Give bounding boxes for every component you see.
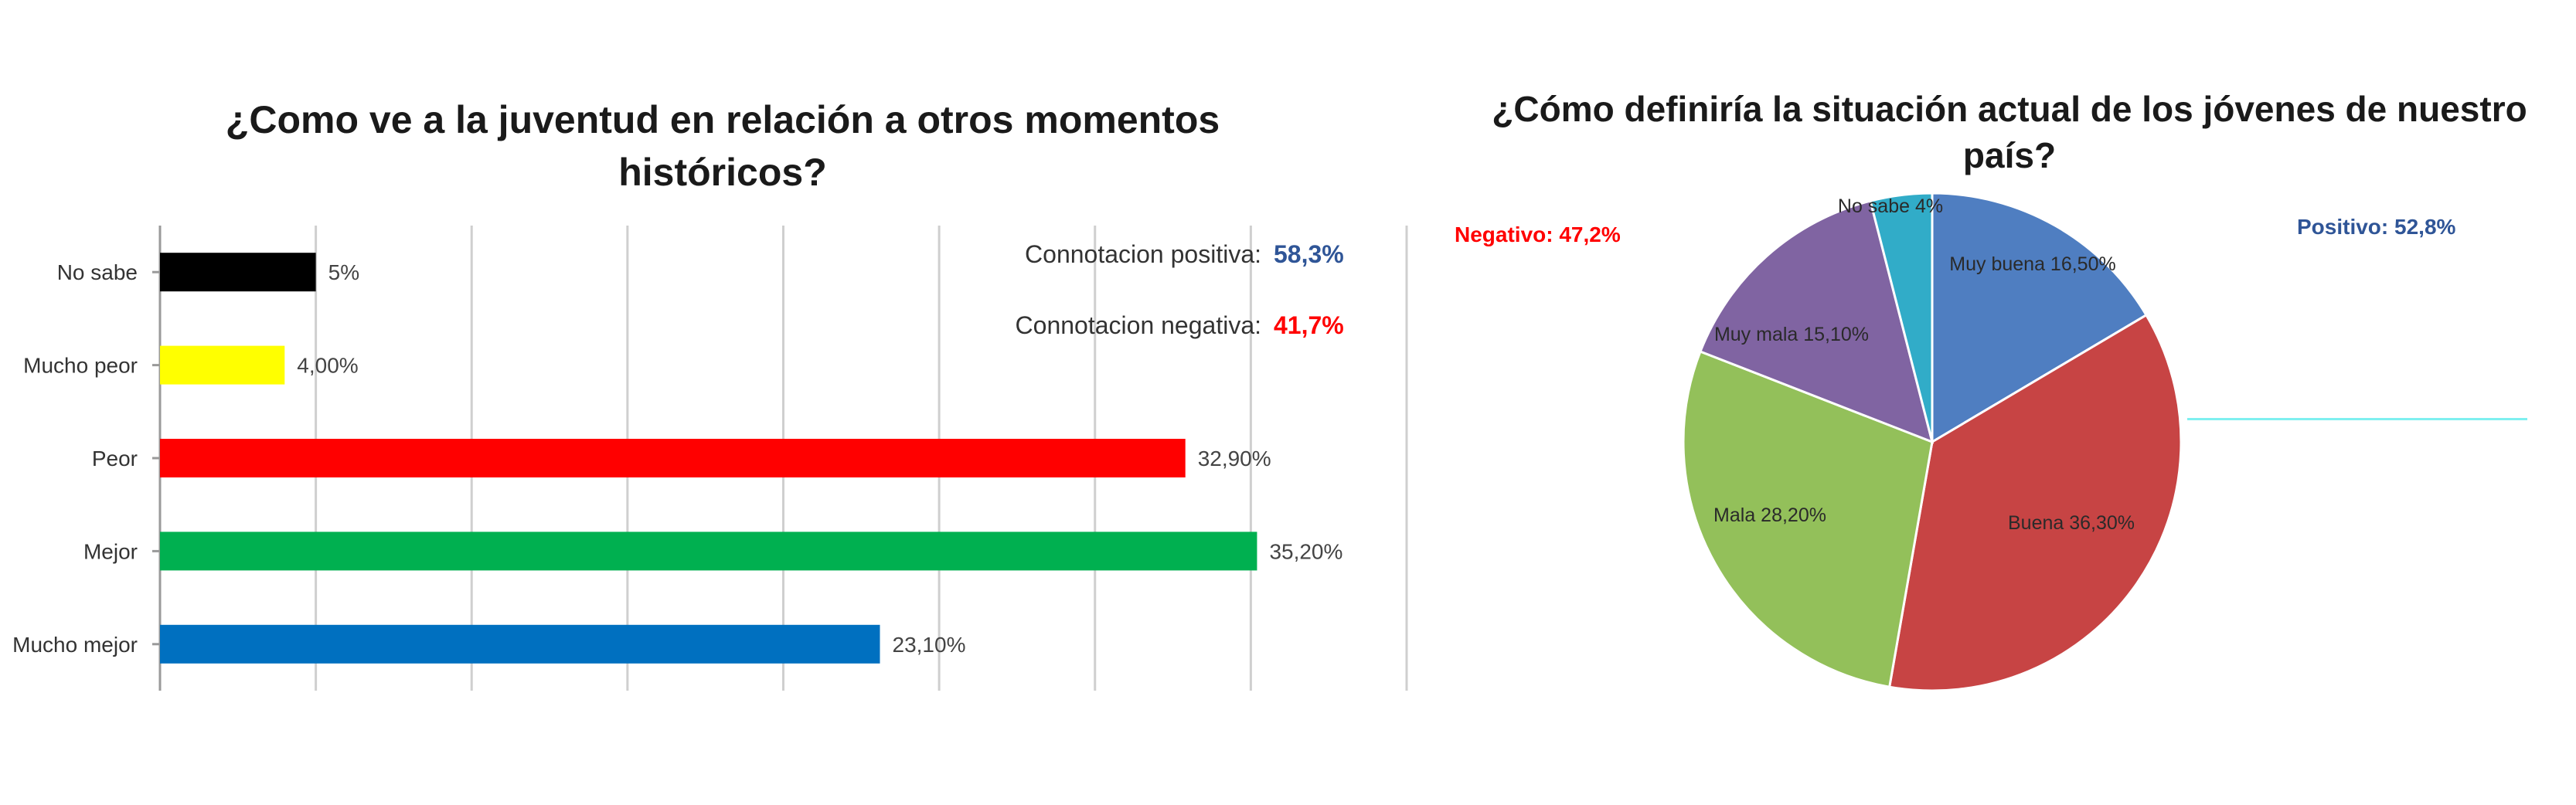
bar <box>160 439 1186 477</box>
annotation-label: Connotacion negativa: <box>1016 311 1261 339</box>
pie-slice-label: No sabe 4% <box>1838 195 1943 217</box>
pie-slice <box>1887 313 2183 692</box>
bar-chart-panel <box>0 73 1438 722</box>
bar <box>160 624 880 664</box>
bar-value-label: 35,20% <box>1269 539 1342 563</box>
bar-value-label: 32,90% <box>1198 447 1271 470</box>
cyan-divider-line <box>2187 418 2527 420</box>
category-label: No sabe <box>57 260 138 284</box>
pie-slice <box>1931 192 2149 444</box>
bar-chart-title-line: históricos? <box>618 151 826 194</box>
pie-annotation-positivo: Positivo: 52,8% <box>2297 215 2456 239</box>
pie-slice <box>1699 199 1935 444</box>
bar <box>160 532 1257 571</box>
bar-value-label: 23,10% <box>893 633 966 657</box>
bar-value-label: 4,00% <box>297 354 358 378</box>
category-label: Mucho mejor <box>12 633 138 657</box>
bar <box>160 345 285 385</box>
annotation-value: 58,3% <box>1274 240 1344 268</box>
category-label: Mejor <box>83 539 138 563</box>
bar-value-label: 5% <box>328 260 359 284</box>
category-label: Peor <box>92 447 138 470</box>
pie-slice-label: Mala 28,20% <box>1713 504 1826 526</box>
pie-slice-label: Buena 36,30% <box>2008 512 2135 534</box>
pie-annotation-negativo: Negativo: 47,2% <box>1455 222 1621 246</box>
pie-slice-label: Muy buena 16,50% <box>1949 253 2115 275</box>
annotation-value: 41,7% <box>1274 311 1344 339</box>
category-label: Mucho peor <box>23 354 138 378</box>
pie-slice-label: Muy mala 15,10% <box>1714 324 1869 345</box>
pie-chart-title-line: ¿Cómo definiría la situación actual de l… <box>1492 89 2527 129</box>
pie-chart-title-line: país? <box>1963 135 2056 175</box>
bar <box>160 253 316 292</box>
pie-slice <box>1682 350 1934 688</box>
bar-chart-title-line: ¿Como ve a la juventud en relación a otr… <box>226 98 1220 141</box>
pie-slice <box>1869 192 1934 443</box>
annotation-label: Connotacion positiva: <box>1025 240 1261 268</box>
